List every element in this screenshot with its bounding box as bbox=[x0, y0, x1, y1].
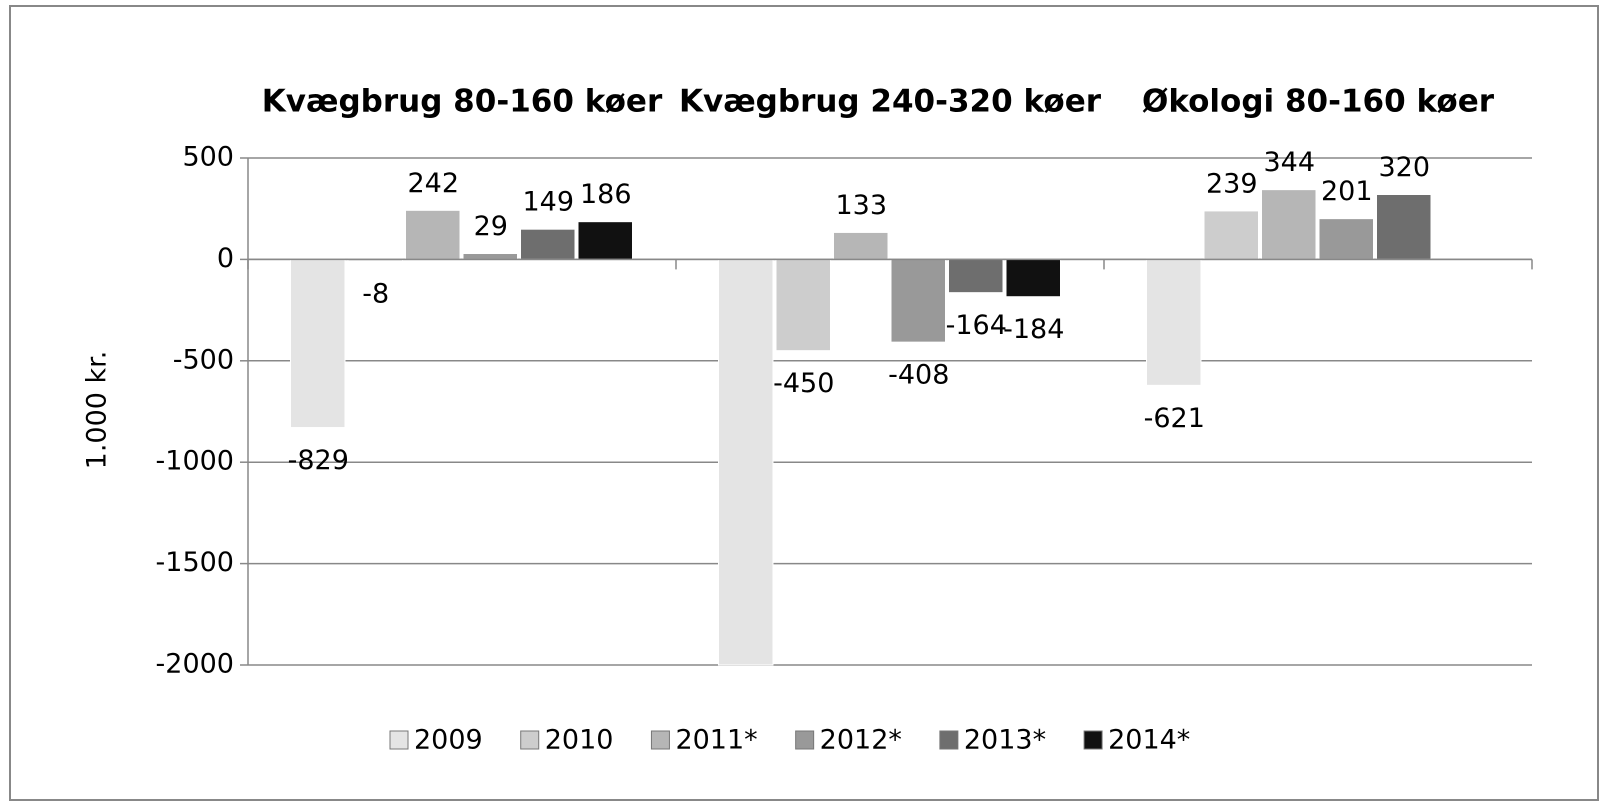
data-label: 29 bbox=[474, 211, 508, 242]
legend-swatch bbox=[389, 730, 409, 750]
data-label: -164 bbox=[946, 310, 1007, 341]
y-tick-label: 0 bbox=[217, 243, 234, 274]
y-tick-label: -1000 bbox=[156, 446, 234, 477]
chart-frame bbox=[9, 5, 1599, 801]
bar bbox=[775, 258, 831, 352]
data-label: 239 bbox=[1206, 168, 1258, 199]
bar bbox=[718, 258, 774, 666]
y-tick-label: -2000 bbox=[156, 649, 234, 680]
category-title: Kvægbrug 80-160 køer bbox=[262, 84, 663, 120]
bar bbox=[1146, 258, 1202, 386]
data-label: 344 bbox=[1263, 147, 1315, 178]
data-label: -450 bbox=[773, 368, 834, 399]
y-tick-label: -1500 bbox=[156, 547, 234, 578]
y-axis-label: 1.000 kr. bbox=[82, 351, 113, 470]
y-tick-label: 500 bbox=[182, 142, 234, 173]
legend-label: 2011* bbox=[675, 725, 757, 756]
data-label: -621 bbox=[1144, 403, 1205, 434]
bar bbox=[1318, 218, 1374, 260]
data-label: 242 bbox=[407, 168, 459, 199]
data-label: 320 bbox=[1378, 152, 1430, 183]
category-title: Kvægbrug 240-320 køer bbox=[679, 84, 1102, 120]
y-tick-label: -500 bbox=[173, 344, 234, 375]
bar bbox=[462, 253, 518, 260]
legend-label: 2010 bbox=[545, 725, 614, 756]
bar bbox=[1203, 210, 1259, 260]
legend-label: 2013* bbox=[964, 725, 1046, 756]
data-label: -829 bbox=[288, 445, 349, 476]
legend-swatch bbox=[939, 730, 959, 750]
bar bbox=[1261, 189, 1317, 260]
data-label: -184 bbox=[1003, 314, 1064, 345]
bar bbox=[890, 258, 946, 343]
bar bbox=[405, 209, 461, 260]
data-label: 186 bbox=[580, 179, 632, 210]
bar bbox=[833, 231, 889, 260]
data-label: -8 bbox=[362, 279, 389, 310]
bar bbox=[520, 228, 576, 260]
data-label: 133 bbox=[835, 190, 887, 221]
legend-swatch bbox=[795, 730, 815, 750]
legend-label: 2009 bbox=[414, 725, 483, 756]
category-title: Økologi 80-160 køer bbox=[1142, 84, 1495, 120]
data-label: 201 bbox=[1321, 176, 1373, 207]
legend-label: 2012* bbox=[820, 725, 902, 756]
legend-swatch bbox=[1083, 730, 1103, 750]
bar bbox=[1376, 194, 1432, 260]
bar bbox=[1005, 258, 1061, 298]
legend-swatch bbox=[650, 730, 670, 750]
bar bbox=[577, 221, 633, 260]
bar bbox=[290, 258, 346, 429]
legend-label: 2014* bbox=[1108, 725, 1190, 756]
bar bbox=[948, 258, 1004, 294]
data-label: -408 bbox=[888, 360, 949, 391]
data-label: 149 bbox=[522, 187, 574, 218]
legend-swatch bbox=[520, 730, 540, 750]
